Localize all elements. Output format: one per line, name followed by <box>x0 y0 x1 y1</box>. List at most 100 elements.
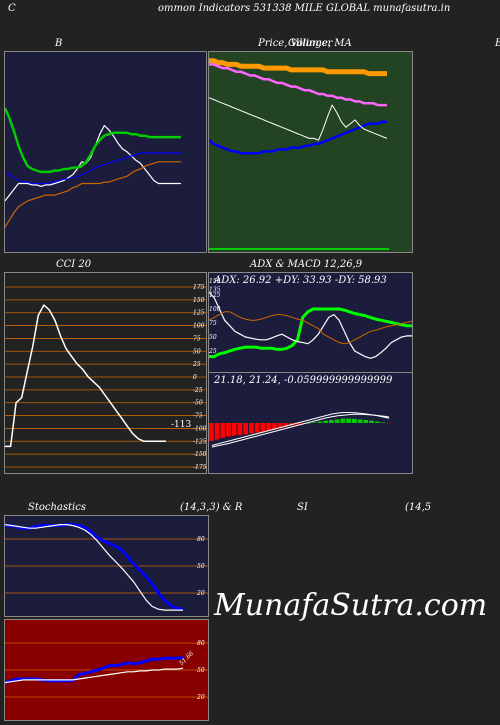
tick-label: -25 <box>193 387 203 394</box>
macd-histogram-bar <box>317 421 323 423</box>
adx-minus_dy-line <box>209 311 412 345</box>
macd-histogram-bar <box>323 420 329 423</box>
macd-macd-line <box>211 412 390 446</box>
stoch-chart: 80 50 20 <box>5 523 208 611</box>
tick-label: 75 <box>193 335 201 342</box>
price_volume_ma-price-line <box>209 97 388 141</box>
macd-signal-line <box>211 413 390 448</box>
macd-label: 21.18, 21.24, -0.059999999999999 <box>214 375 393 386</box>
tick-label: 0 <box>193 374 197 381</box>
tick-label: -175 <box>193 464 206 471</box>
price-title-overlap: Gillinger <box>288 38 333 49</box>
macd-histogram-bar <box>380 422 386 423</box>
macd-histogram-bar <box>243 423 249 435</box>
tick-label: 100 <box>193 323 205 330</box>
tick-label: 50 <box>209 334 217 341</box>
tick-label: 50 <box>197 563 205 570</box>
macd-histogram-bar <box>369 420 374 423</box>
macd-histogram-bar <box>231 423 237 436</box>
tick-label: 20 <box>196 694 205 701</box>
tick-label: 150 <box>209 278 221 285</box>
macd-histogram-bar <box>214 423 220 440</box>
macd-histogram-bar <box>374 421 380 423</box>
bollinger-upper-line <box>5 107 181 174</box>
tick-label: 125 <box>209 292 221 299</box>
tick-label: 175 <box>193 284 205 291</box>
macd-histogram-bar <box>329 420 334 423</box>
tick-label: 50 <box>197 667 205 674</box>
cci-title: CCI 20 <box>56 259 92 270</box>
cci-chart: 175 150 125 100 75 50 25 0 -25 -50 -75 -100 -125 -150… <box>5 284 206 471</box>
macd-histogram-bar <box>363 420 369 423</box>
stoch-title-mid: (14,3,3) & R <box>180 502 243 513</box>
tick-label: 50 <box>193 348 201 355</box>
price_volume_ma-ma_long-line <box>209 58 387 77</box>
watermark: MunafaSutra.com <box>214 588 488 623</box>
cci-value-label: -113 <box>171 420 192 430</box>
bollinger-title: B <box>55 38 63 49</box>
rsi-title-right: (14,5 <box>405 502 432 513</box>
tick-label: 80 <box>197 536 205 543</box>
tick-label: 80 <box>197 640 205 647</box>
adx-adx-line <box>209 307 412 359</box>
adx-plus_dy-line <box>209 291 412 359</box>
tick-label: -125 <box>193 438 206 445</box>
adx-title: ADX & MACD 12,26,9 <box>250 259 363 270</box>
adx-label: ADX: 26.92 +DY: 33.93 -DY: 58.93 <box>214 275 387 286</box>
macd-histogram-bar <box>334 419 340 423</box>
stoch-title-left: Stochastics <box>28 502 86 513</box>
right-edge-letter: B <box>495 38 500 49</box>
rsi-rsi-line <box>5 655 184 685</box>
cci-panel: 175 150 125 100 75 50 25 0 -25 -50 -75 -100 -125 -150… <box>4 272 207 474</box>
tick-label: 25 <box>192 361 201 368</box>
page-header: ommon Indicators 531338 MILE GLOBAL muna… <box>158 3 451 14</box>
macd-histogram-bar <box>266 423 271 431</box>
tick-label: -75 <box>193 413 203 420</box>
macd-panel <box>208 372 413 474</box>
price-panel <box>208 51 413 253</box>
macd-histogram-bar <box>237 423 243 435</box>
tick-label: 75 <box>209 320 217 327</box>
macd-histogram-bar <box>294 423 300 425</box>
tick-label: 125 <box>193 310 205 317</box>
cci-cci-line <box>5 304 166 448</box>
bollinger-middle-line <box>5 152 181 185</box>
macd-histogram-bar <box>306 423 311 424</box>
macd-histogram-bar <box>271 423 277 430</box>
stochastics-d-line <box>5 524 183 611</box>
macd-histogram-bar <box>249 423 254 434</box>
price-chart <box>209 58 389 250</box>
bollinger-chart <box>5 107 181 228</box>
rsi-title: SI <box>297 502 308 513</box>
macd-histogram-bar <box>357 419 363 423</box>
macd-histogram-bar <box>209 423 214 441</box>
tick-label: 20 <box>196 590 205 597</box>
tick-label: 135 <box>209 286 221 293</box>
macd-histogram-bar <box>300 423 306 424</box>
stochastics-k-line <box>5 523 184 611</box>
rsi-chart: 80 50 20 <box>5 640 208 701</box>
tick-label: 100 <box>209 306 221 313</box>
tick-label: 150 <box>193 297 205 304</box>
macd-histogram-bar <box>260 423 266 432</box>
tick-label: -100 <box>193 425 206 432</box>
price-title: Price, Volume, MA <box>258 38 352 49</box>
macd-histogram-bar <box>277 423 283 429</box>
tick-label: 25 <box>209 348 217 355</box>
macd-chart <box>209 412 391 448</box>
bollinger-panel <box>4 51 207 253</box>
tick-label: -150 <box>193 451 206 458</box>
rsi-panel: 80 50 20 <box>4 619 209 721</box>
adx-panel: 150 135 125 100 75 50 25 <box>208 272 413 374</box>
macd-histogram-bar <box>346 418 351 423</box>
price_volume_ma-ma_short-line <box>209 120 387 155</box>
tick-label: -50 <box>193 400 203 407</box>
macd-histogram-bar <box>220 423 226 438</box>
rsi-rsi_avg-line <box>5 667 184 684</box>
macd-histogram-bar <box>311 422 317 423</box>
header-prefix: C <box>8 3 16 14</box>
price_volume_ma-ma_mid-line <box>209 63 387 107</box>
macd-histogram-bar <box>254 423 260 433</box>
macd-histogram-bar <box>340 418 346 423</box>
